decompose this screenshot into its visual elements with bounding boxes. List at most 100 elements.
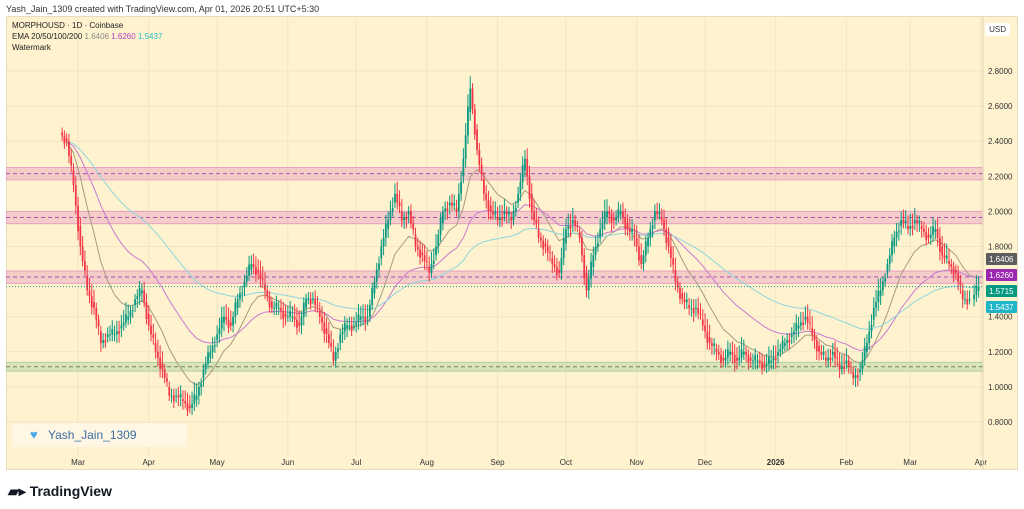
time-tick-label: Aug [420,458,434,467]
candle-body [770,360,773,363]
candle-body [84,261,86,271]
candle-body [264,284,266,291]
candle-body [460,181,462,194]
candle-body [804,316,807,320]
candle-body [795,323,798,332]
candle-body [302,302,305,317]
candle-body [193,394,196,404]
time-tick-label: Jun [281,458,294,467]
candle-body [350,325,353,331]
candle-body [533,211,535,221]
candle-body [455,208,458,212]
candle-body [99,331,102,344]
candle-body [909,226,912,229]
candle-body [437,234,440,247]
candle-body [827,357,830,361]
candle-body [483,179,485,194]
candle-body [806,316,809,323]
candle-body [843,366,846,369]
candle-body [872,307,875,320]
price-tick-label: 0.8000 [988,418,1013,427]
candle-body [651,225,654,229]
candle-body [323,322,326,334]
candle-body [473,109,476,135]
candle-body [929,234,932,238]
candle-body [870,324,873,332]
candle-body [845,360,848,364]
candle-body [188,405,191,408]
candle-body [152,334,155,338]
candle-body [245,275,248,282]
candle-body [708,337,711,344]
candle-body [131,310,134,312]
candle-body [159,357,162,369]
candle-body [918,220,921,224]
candle-body [280,307,282,311]
candle-body [209,351,212,358]
candle-body [818,345,820,352]
candle-body [200,383,203,387]
candle-body [758,360,761,363]
candle-body [879,290,882,297]
candle-body [569,226,572,229]
candle-body [430,264,433,273]
ema-label: EMA 20/50/100/200 [12,32,83,41]
candle-body [172,395,175,401]
candle-body [227,319,230,328]
candle-body [277,307,280,309]
candle-body [273,307,276,309]
candle-body [847,360,850,367]
ema100-line [66,140,979,330]
candle-body [617,209,620,218]
candle-body [441,211,444,224]
ema20-line [66,140,979,386]
candle-body [722,357,725,361]
tradingview-logo[interactable]: ▰▸ TradingView [8,483,112,500]
candle-body [426,261,428,263]
ema-value: 1.5437 [137,32,163,41]
candle-body [888,255,891,265]
candle-body [464,135,467,159]
candle-body [628,228,631,232]
candle-body [895,231,898,238]
candle-body [562,238,565,259]
candle-body [207,352,209,364]
candle-body [829,357,832,360]
candle-body [802,322,804,325]
currency-label[interactable]: USD [985,23,1010,36]
candle-body [706,331,709,343]
candle-body [558,269,561,273]
price-badge [986,301,1017,313]
candle-body [403,217,405,221]
candle-body [882,281,884,291]
candle-body [783,343,786,346]
candle-body [216,334,219,341]
ema-legend[interactable]: EMA 20/50/100/200 1.6406 1.6260 1.5437 [12,31,162,42]
candle-body [521,165,524,183]
candle-body [166,378,168,382]
candle-body [941,246,944,256]
candle-body [446,208,449,211]
chart-panel[interactable] [6,16,1018,470]
price-badge-label: 1.5715 [989,287,1014,296]
candle-body [211,345,214,352]
symbol-title[interactable]: MORPHOUSD · 1D · Coinbase [12,21,124,30]
candle-body [679,287,681,299]
candle-body [553,264,556,267]
candle-body [213,345,216,347]
watermark-legend[interactable]: Watermark [12,43,51,52]
candle-body [729,351,732,355]
candle-body [592,255,595,267]
candle-body [275,302,278,308]
candle-body [266,290,269,297]
candle-body [772,357,775,361]
price-chart[interactable]: 2.8000 2.6000 2.4000 2.2000 2.0000 1.8000 1.40… [6,16,1018,470]
candle-body [312,299,314,301]
candle-body [432,260,435,265]
candle-body [688,305,690,308]
watermark-box: ♥ Yash_Jain_1309 [12,423,187,447]
candle-body [419,249,421,258]
candle-body [286,316,289,318]
candle-body [975,285,978,295]
candle-body [544,243,547,247]
